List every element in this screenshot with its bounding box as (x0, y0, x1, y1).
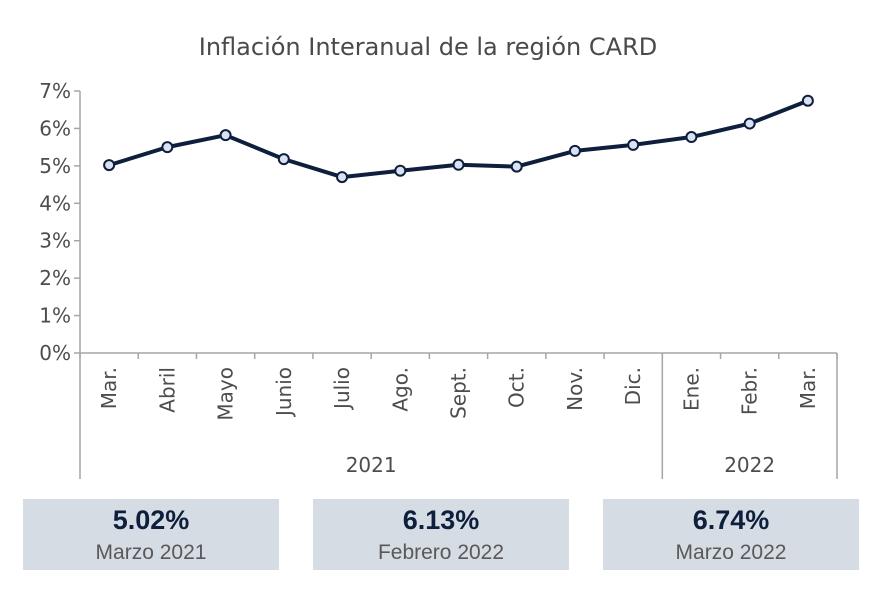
x-tick-label: Mar. (796, 367, 820, 409)
data-point (743, 117, 756, 130)
x-tick-label: Julio (330, 367, 354, 411)
y-tick-label: 4% (39, 191, 71, 215)
x-tick-label: Junio (272, 367, 296, 418)
chart-title: Inflación Interanual de la región CARD (199, 33, 657, 61)
y-tick-label: 6% (39, 116, 71, 140)
data-point (161, 141, 174, 154)
y-tick-label: 7% (39, 79, 71, 103)
x-tick-label: Ago. (388, 367, 412, 412)
x-tick-label: Oct. (505, 367, 529, 408)
data-point (277, 153, 290, 166)
y-tick-label: 0% (39, 341, 71, 365)
kpi-value: 5.02% (112, 505, 190, 535)
data-point (685, 131, 698, 144)
group-label-2021: 2021 (346, 453, 397, 477)
kpi-label: Marzo 2022 (675, 541, 787, 564)
kpi-label: Marzo 2021 (95, 541, 207, 564)
y-tick-label: 3% (39, 229, 71, 253)
x-tick-label: Febr. (738, 367, 762, 415)
y-tick-label: 5% (39, 154, 71, 178)
y-tick-label: 1% (39, 304, 71, 328)
data-point (452, 158, 465, 171)
group-label-2022: 2022 (724, 453, 775, 477)
kpi-card-marzo-2021: 5.02% Marzo 2021 (23, 499, 279, 570)
x-tick-label: Mar. (97, 367, 121, 409)
data-point (219, 129, 232, 142)
data-point (394, 164, 407, 177)
series-group (103, 94, 814, 184)
data-point (801, 94, 814, 107)
x-axis: Mar. Abril Mayo Junio Julio Ago. Sept. Oct. Nov.… (79, 352, 838, 479)
kpi-label: Febrero 2022 (377, 541, 505, 564)
x-tick-label: Sept. (447, 367, 471, 419)
kpi-card-marzo-2022: 6.74% Marzo 2022 (603, 499, 859, 570)
kpi-value: 6.74% (692, 505, 770, 535)
data-point (103, 159, 116, 172)
x-tick-label: Mayo (214, 367, 238, 421)
kpi-card-febrero-2022: 6.13% Febrero 2022 (313, 499, 569, 570)
data-point (568, 144, 581, 157)
x-tick-label: Ene. (679, 367, 703, 411)
y-tick-label: 2% (39, 266, 71, 290)
data-point (510, 160, 523, 173)
kpi-value: 6.13% (402, 505, 480, 535)
y-axis: 0% 1% 2% 3% 4% 5% 6% 7% (39, 79, 81, 365)
data-point (627, 138, 640, 151)
x-tick-label: Abril (155, 367, 179, 413)
x-tick-label: Dic. (621, 367, 645, 405)
data-point (336, 171, 349, 184)
x-tick-label: Nov. (563, 367, 587, 411)
